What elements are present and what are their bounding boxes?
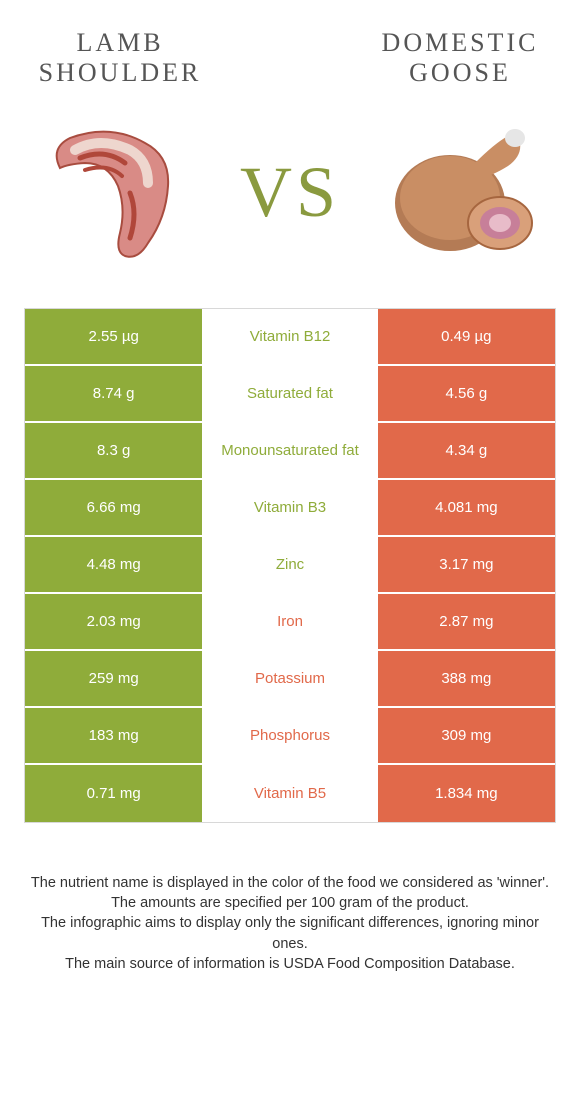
left-value: 4.48 mg	[25, 537, 202, 592]
right-value: 1.834 mg	[378, 765, 555, 822]
nutrient-label: Potassium	[202, 651, 377, 706]
left-food-title: LAMB SHOULDER	[30, 28, 210, 88]
table-row: 8.3 gMonounsaturated fat4.34 g	[25, 423, 555, 480]
table-row: 8.74 gSaturated fat4.56 g	[25, 366, 555, 423]
right-food-title: DOMESTIC GOOSE	[370, 28, 550, 88]
images-row: VS	[0, 98, 580, 308]
nutrient-label: Zinc	[202, 537, 377, 592]
table-row: 6.66 mgVitamin B34.081 mg	[25, 480, 555, 537]
footnotes: The nutrient name is displayed in the co…	[0, 823, 580, 974]
vs-label: VS	[240, 151, 340, 234]
nutrient-label: Iron	[202, 594, 377, 649]
right-value: 4.34 g	[378, 423, 555, 478]
nutrient-label: Vitamin B5	[202, 765, 377, 822]
left-food-image	[30, 108, 200, 278]
nutrient-label: Phosphorus	[202, 708, 377, 763]
nutrient-table: 2.55 µgVitamin B120.49 µg8.74 gSaturated…	[24, 308, 556, 823]
table-row: 259 mgPotassium388 mg	[25, 651, 555, 708]
table-row: 0.71 mgVitamin B51.834 mg	[25, 765, 555, 822]
left-value: 183 mg	[25, 708, 202, 763]
left-value: 6.66 mg	[25, 480, 202, 535]
right-value: 388 mg	[378, 651, 555, 706]
table-row: 2.03 mgIron2.87 mg	[25, 594, 555, 651]
table-row: 2.55 µgVitamin B120.49 µg	[25, 309, 555, 366]
left-value: 2.03 mg	[25, 594, 202, 649]
header: LAMB SHOULDER DOMESTIC GOOSE	[0, 0, 580, 98]
right-value: 309 mg	[378, 708, 555, 763]
footnote-line: The nutrient name is displayed in the co…	[24, 873, 556, 893]
right-value: 4.56 g	[378, 366, 555, 421]
right-food-image	[380, 108, 550, 278]
right-value: 3.17 mg	[378, 537, 555, 592]
left-value: 8.74 g	[25, 366, 202, 421]
footnote-line: The main source of information is USDA F…	[24, 954, 556, 974]
left-value: 8.3 g	[25, 423, 202, 478]
nutrient-label: Vitamin B12	[202, 309, 377, 364]
footnote-line: The amounts are specified per 100 gram o…	[24, 893, 556, 913]
nutrient-label: Monounsaturated fat	[202, 423, 377, 478]
footnote-line: The infographic aims to display only the…	[24, 913, 556, 954]
left-value: 2.55 µg	[25, 309, 202, 364]
table-row: 4.48 mgZinc3.17 mg	[25, 537, 555, 594]
right-value: 4.081 mg	[378, 480, 555, 535]
left-value: 259 mg	[25, 651, 202, 706]
right-value: 2.87 mg	[378, 594, 555, 649]
table-row: 183 mgPhosphorus309 mg	[25, 708, 555, 765]
nutrient-label: Saturated fat	[202, 366, 377, 421]
nutrient-label: Vitamin B3	[202, 480, 377, 535]
left-value: 0.71 mg	[25, 765, 202, 822]
right-value: 0.49 µg	[378, 309, 555, 364]
